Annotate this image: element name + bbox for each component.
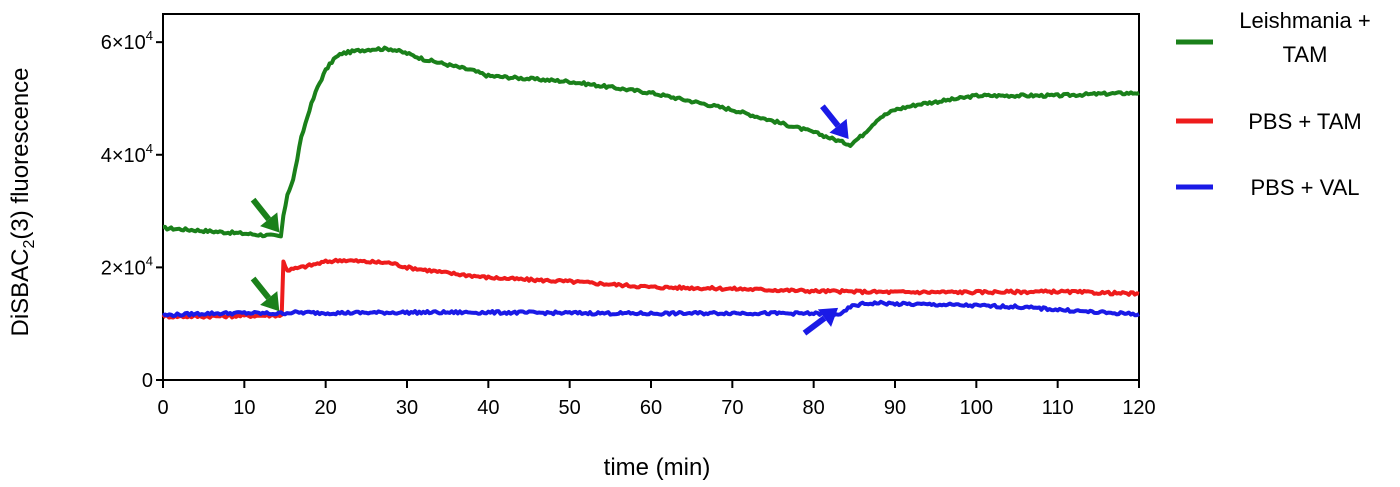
annotation-arrow	[250, 197, 280, 233]
y-tick-exponent: 4	[146, 141, 153, 156]
y-tick-exponent: 4	[146, 28, 153, 43]
y-tick-mantissa: 4×10	[101, 145, 146, 167]
y-axis-title-part-3: (3) fluorescence	[7, 67, 34, 239]
arrow-shaft	[820, 104, 841, 128]
x-tick-label: 40	[477, 397, 499, 419]
y-tick-label: 6×104	[101, 28, 153, 54]
x-tick-label: 100	[960, 397, 993, 419]
arrow-head	[817, 307, 839, 327]
x-tick-label: 60	[640, 397, 662, 419]
series-line	[163, 45, 1140, 239]
annotation-arrow	[820, 104, 849, 140]
legend-label: Leishmania +	[1239, 8, 1370, 33]
x-tick-label: 10	[233, 397, 255, 419]
y-axis-title: DiSBAC2(3) fluorescence	[7, 67, 38, 336]
x-tick-label: 90	[884, 397, 906, 419]
y-tick-label: 0	[142, 370, 153, 392]
x-tick-label: 20	[315, 397, 337, 419]
y-axis-title-part-1: DiSBAC	[7, 248, 34, 336]
arrow-head	[260, 212, 280, 233]
arrow-shaft	[802, 315, 827, 336]
series-lines	[161, 45, 1140, 320]
arrow-shaft	[250, 197, 272, 222]
y-tick-label: 4×104	[101, 141, 153, 167]
series-line	[162, 299, 1140, 319]
annotation-arrow	[802, 307, 839, 336]
y-tick-exponent: 4	[146, 253, 153, 268]
plot-frame	[162, 13, 1140, 381]
x-tick-label: 80	[803, 397, 825, 419]
x-axis-ticks: 0 10 20 30 40 50 60 70 80 90 100 110 120	[157, 380, 1156, 419]
y-tick-mantissa: 6×10	[101, 32, 146, 54]
x-tick-label: 30	[396, 397, 418, 419]
annotation-arrows	[250, 104, 849, 336]
legend-label: PBS + VAL	[1250, 175, 1359, 200]
x-tick-label: 70	[721, 397, 743, 419]
x-tick-label: 50	[559, 397, 581, 419]
series-line	[161, 257, 1140, 320]
arrow-head	[260, 291, 280, 312]
legend-label: TAM	[1283, 42, 1328, 67]
plot-border	[162, 13, 1140, 381]
y-tick-mantissa: 2×10	[101, 257, 146, 279]
legend-label: PBS + TAM	[1248, 109, 1362, 134]
y-tick-mantissa: 0	[142, 370, 153, 392]
x-tick-label: 0	[157, 397, 168, 419]
y-axis-title-subscript: 2	[21, 239, 38, 248]
x-tick-label: 110	[1042, 397, 1074, 419]
annotation-arrow	[250, 276, 280, 312]
y-tick-label: 2×104	[101, 253, 153, 279]
arrow-head	[829, 118, 849, 140]
arrow-shaft	[250, 276, 272, 300]
x-axis-title: time (min)	[604, 454, 711, 481]
legend-entry: PBS + TAM	[1176, 109, 1362, 134]
legend: Leishmania + TAM PBS + TAM PBS + VAL	[1176, 8, 1371, 200]
x-tick-label: 120	[1122, 397, 1155, 419]
legend-entry: Leishmania + TAM	[1176, 8, 1371, 67]
legend-entry: PBS + VAL	[1176, 175, 1360, 200]
